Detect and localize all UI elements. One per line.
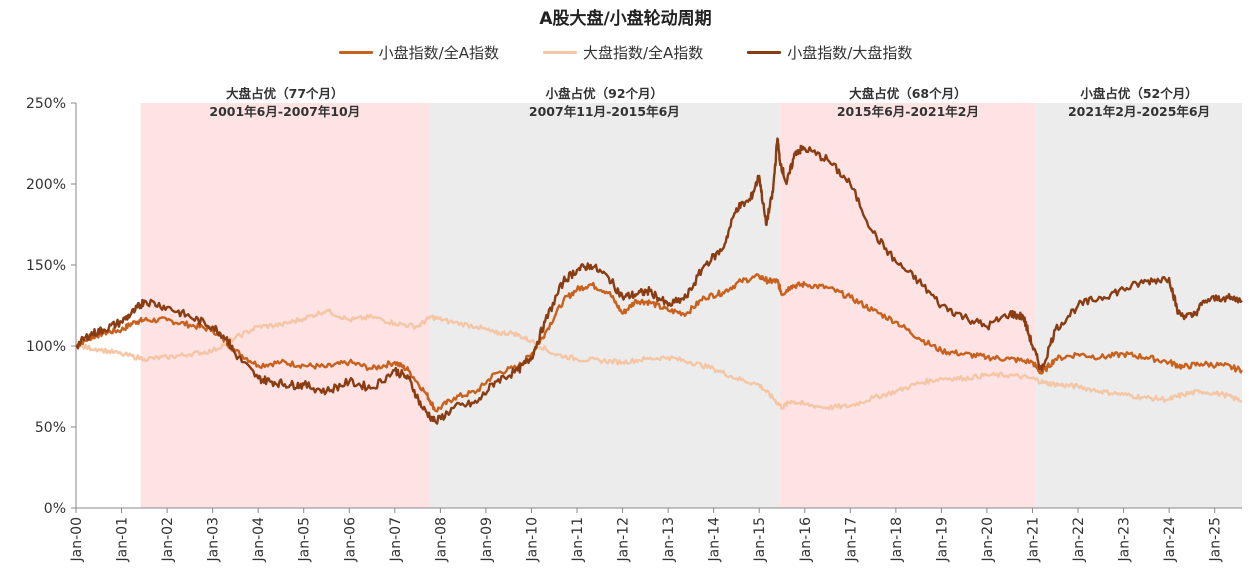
period-band-4 xyxy=(1036,103,1242,508)
x-tick-label: Jan-15 xyxy=(752,517,768,562)
legend-label: 小盘指数/全A指数 xyxy=(378,44,499,62)
x-tick-label: Jan-24 xyxy=(1162,517,1178,563)
legend-label: 小盘指数/大盘指数 xyxy=(787,44,913,62)
legend-swatch xyxy=(542,51,577,54)
x-tick-label: Jan-09 xyxy=(479,517,495,562)
x-tick-label: Jan-22 xyxy=(1071,517,1087,562)
period-band-1 xyxy=(140,103,429,508)
x-tick-label: Jan-03 xyxy=(206,517,222,562)
x-tick-label: Jan-08 xyxy=(433,517,449,562)
x-tick-label: Jan-01 xyxy=(115,517,131,562)
x-tick-label: Jan-00 xyxy=(69,517,85,562)
y-tick-label: 250% xyxy=(26,96,66,112)
x-tick-label: Jan-10 xyxy=(524,517,540,562)
y-tick-label: 100% xyxy=(26,339,66,355)
legend: 小盘指数/全A指数 大盘指数/全A指数 小盘指数/大盘指数 xyxy=(0,42,1251,63)
x-tick-label: Jan-02 xyxy=(160,517,176,562)
x-tick-label: Jan-04 xyxy=(251,517,267,563)
legend-label: 大盘指数/全A指数 xyxy=(582,44,704,62)
period-label-dates: 2015年6月-2021年2月 xyxy=(837,104,979,119)
legend-item-small-vs-all: 小盘指数/全A指数 xyxy=(338,42,499,63)
x-tick-label: Jan-07 xyxy=(388,517,404,562)
x-tick-label: Jan-05 xyxy=(297,517,313,562)
period-label-title: 大盘占优（68个月） xyxy=(849,86,966,101)
period-label-title: 小盘占优（52个月） xyxy=(1079,86,1197,101)
chart-title: A股大盘/小盘轮动周期 xyxy=(539,9,712,29)
period-label-dates: 2001年6月-2007年10月 xyxy=(209,104,360,119)
legend-item-large-vs-all: 大盘指数/全A指数 xyxy=(542,42,704,63)
y-tick-label: 50% xyxy=(35,420,66,436)
x-tick-label: Jan-21 xyxy=(1025,517,1041,562)
y-tick-label: 0% xyxy=(44,501,66,517)
period-label-title: 小盘占优（92个月） xyxy=(545,86,663,101)
period-band-3 xyxy=(779,103,1037,508)
legend-swatch xyxy=(338,51,373,54)
period-label-dates: 2021年2月-2025年6月 xyxy=(1068,104,1210,119)
x-tick-label: Jan-13 xyxy=(661,517,677,562)
period-label-title: 大盘占优（77个月） xyxy=(226,86,343,101)
x-tick-label: Jan-12 xyxy=(616,517,632,562)
series-line-2 xyxy=(74,308,1243,411)
series-line-3 xyxy=(75,137,1243,425)
x-tick-label: Jan-17 xyxy=(843,517,859,562)
y-tick-label: 150% xyxy=(26,258,66,274)
x-tick-label: Jan-20 xyxy=(980,517,996,562)
x-tick-label: Jan-16 xyxy=(798,517,814,563)
period-label-dates: 2007年11月-2015年6月 xyxy=(529,104,680,119)
x-tick-label: Jan-25 xyxy=(1208,517,1224,562)
x-tick-label: Jan-11 xyxy=(570,517,586,562)
y-tick-label: 200% xyxy=(26,177,66,193)
x-tick-label: Jan-23 xyxy=(1117,517,1133,562)
legend-item-small-vs-large: 小盘指数/大盘指数 xyxy=(747,42,912,63)
x-tick-label: Jan-06 xyxy=(342,517,358,563)
x-tick-label: Jan-18 xyxy=(889,517,905,562)
legend-swatch xyxy=(747,51,782,54)
x-tick-label: Jan-14 xyxy=(707,517,723,563)
series-line-1 xyxy=(75,273,1244,413)
period-band-2 xyxy=(428,103,780,508)
x-tick-label: Jan-19 xyxy=(934,517,950,562)
